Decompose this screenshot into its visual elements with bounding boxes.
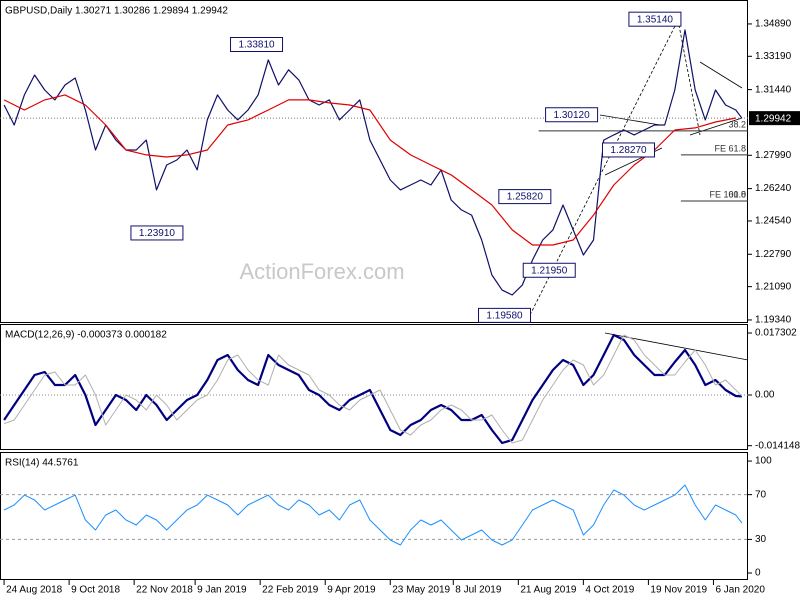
x-tick-label: 19 Nov 2019 [650, 585, 707, 596]
y-tick-label: 1.22790 [755, 249, 792, 260]
price-label: 1.28270 [610, 145, 647, 156]
price-label-box [130, 225, 184, 241]
level-label: FE 100.0 [709, 189, 746, 199]
y-tick-label: 0.017302 [755, 328, 797, 339]
trend-line [689, 117, 743, 136]
y-tick-label: 1.27990 [755, 150, 792, 161]
panel-title: GBPUSD,Daily 1.30271 1.30286 1.29894 1.2… [5, 6, 228, 17]
panel-frame [0, 0, 748, 323]
y-tick-label: 1.34890 [755, 19, 792, 30]
series-line [3, 94, 736, 246]
x-tick-label: 22 Feb 2019 [262, 585, 319, 596]
current-price-label: 1.29942 [755, 113, 792, 124]
x-tick-label: 23 May 2019 [392, 585, 450, 596]
y-tick-label: 100 [755, 456, 772, 467]
price-label: 1.33810 [238, 40, 275, 51]
x-tick-label: 4 Oct 2019 [585, 585, 634, 596]
trend-line [677, 19, 701, 136]
x-tick-label: 9 Jan 2019 [197, 585, 247, 596]
price-label-box [522, 262, 576, 278]
x-tick-label: 22 Nov 2018 [136, 585, 193, 596]
level-label: 38.2 [728, 119, 746, 129]
x-tick-label: 9 Apr 2019 [327, 585, 376, 596]
y-tick-label: 0.00 [755, 390, 775, 401]
level-label: 61.8 [728, 189, 746, 199]
y-tick-label: 1.24540 [755, 216, 792, 227]
y-tick-label: 1.31440 [755, 84, 792, 95]
y-tick-label: 1.26240 [755, 183, 792, 194]
x-tick-label: 24 Aug 2018 [6, 585, 63, 596]
series-line [3, 484, 743, 546]
panel-title: RSI(14) 44.5761 [5, 458, 79, 469]
trend-line [699, 61, 743, 89]
price-label-box [628, 11, 682, 27]
panel-frame [0, 324, 748, 450]
panel-title: MACD(12,26,9) -0.000373 0.000182 [5, 330, 167, 341]
price-label-box [478, 307, 532, 323]
y-tick-label: -0.014148 [755, 440, 800, 451]
y-tick-label: 1.33190 [755, 51, 792, 62]
y-tick-label: 1.21090 [755, 281, 792, 292]
price-label: 1.30120 [554, 110, 591, 121]
y-tick-label: 0 [755, 568, 761, 579]
x-tick-label: 8 Jul 2019 [455, 585, 502, 596]
price-label-box [230, 36, 284, 52]
price-label: 1.25820 [507, 192, 544, 203]
x-tick-label: 6 Jan 2020 [715, 585, 765, 596]
panel-frame [0, 452, 748, 580]
watermark: ActionForex.com [239, 259, 404, 284]
trend-line [599, 114, 661, 126]
price-label: 1.19580 [486, 311, 523, 322]
current-price-box [749, 111, 800, 126]
price-label-box [602, 142, 655, 158]
price-label: 1.23910 [139, 228, 176, 239]
level-label: FE 61.8 [714, 143, 746, 153]
x-tick-label: 9 Oct 2018 [71, 585, 120, 596]
price-label-box [498, 189, 552, 205]
price-label: 1.35140 [637, 14, 674, 25]
price-label-box [545, 107, 599, 123]
series-line [3, 334, 743, 444]
y-tick-label: 30 [755, 534, 767, 545]
y-tick-label: 70 [755, 489, 767, 500]
x-tick-label: 21 Aug 2019 [520, 585, 577, 596]
price-label: 1.21950 [531, 265, 568, 276]
y-tick-label: 1.19340 [755, 315, 792, 326]
